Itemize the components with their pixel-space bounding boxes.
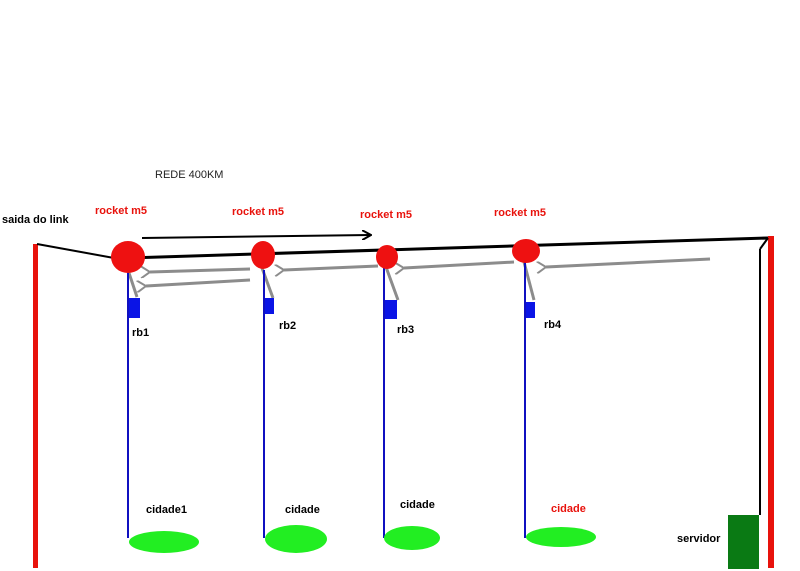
- city-1: [129, 531, 199, 553]
- diagram-title: REDE 400KM: [155, 169, 224, 181]
- rocket-2: [251, 241, 275, 269]
- city-label-4: cidade: [551, 503, 586, 515]
- city-4: [526, 527, 596, 547]
- city-label-1: cidade1: [146, 504, 187, 516]
- right-pole: [768, 236, 774, 568]
- city-label-2: cidade: [285, 504, 320, 516]
- rocket-3: [376, 245, 398, 269]
- city-2: [265, 525, 327, 553]
- rocket-label-4: rocket m5: [494, 207, 546, 219]
- rb-label-4: rb4: [544, 319, 562, 331]
- left-pole: [33, 244, 38, 568]
- return-arrow-1b: [146, 278, 251, 286]
- return-arrow-2: [284, 266, 379, 270]
- rb-label-2: rb2: [279, 320, 297, 332]
- rb-label-3: rb3: [397, 324, 415, 336]
- city-3: [384, 526, 440, 550]
- server-box: [728, 515, 759, 569]
- link-exit-label: saida do link: [2, 214, 69, 226]
- forward-arrow: [141, 235, 370, 238]
- return-arrow-4: [546, 257, 711, 267]
- city-label-3: cidade: [400, 499, 435, 511]
- return-arrow-3: [404, 260, 515, 268]
- backbone-link-left: [36, 243, 115, 259]
- rb3-device: [385, 300, 397, 319]
- rb1-device: [129, 298, 140, 318]
- rocket-label-3: rocket m5: [360, 209, 412, 221]
- rb-label-1: rb1: [132, 327, 150, 339]
- backbone-link: [127, 236, 769, 260]
- rocket-label-2: rocket m5: [232, 206, 284, 218]
- rb4-device: [526, 302, 535, 318]
- server-label: servidor: [677, 533, 721, 545]
- rocket-4: [512, 239, 540, 263]
- rocket-label-1: rocket m5: [95, 205, 147, 217]
- backbone-down-right: [759, 237, 769, 250]
- rocket-1: [111, 241, 145, 273]
- return-arrow-1a: [150, 269, 251, 272]
- rocket-rb-link-3: [384, 266, 400, 301]
- rb2-device: [265, 298, 274, 314]
